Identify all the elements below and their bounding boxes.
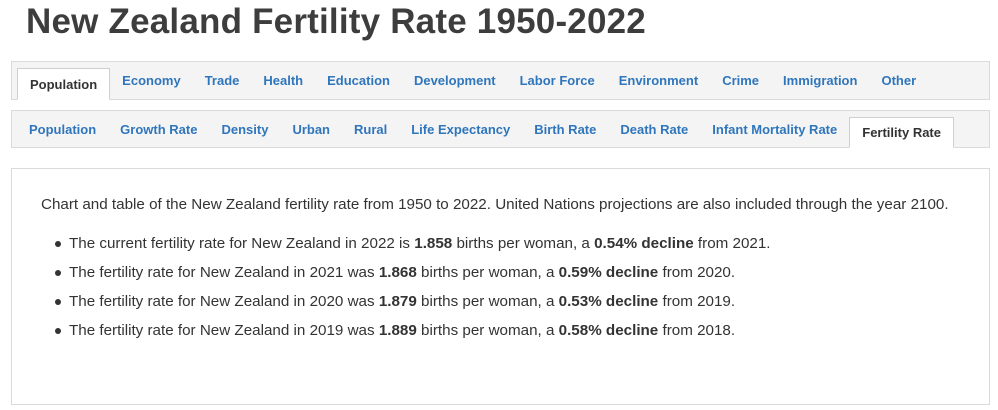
primary-tab-bar: Population Economy Trade Health Educatio… — [11, 61, 990, 100]
tab-other[interactable]: Other — [881, 73, 917, 88]
subtab-rural[interactable]: Rural — [354, 121, 388, 137]
subtab-urban[interactable]: Urban — [292, 121, 330, 137]
subtab-population[interactable]: Population — [29, 121, 97, 137]
change-value: 0.53% decline — [558, 293, 659, 310]
list-item: The fertility rate for New Zealand in 20… — [55, 316, 959, 345]
tab-crime[interactable]: Crime — [722, 73, 760, 88]
tab-health[interactable]: Health — [263, 73, 304, 88]
change-value: 0.54% decline — [594, 235, 694, 252]
list-item: The current fertility rate for New Zeala… — [55, 229, 959, 258]
subtab-life-expectancy[interactable]: Life Expectancy — [411, 121, 511, 137]
rate-value: 1.889 — [378, 322, 417, 339]
facts-list: The current fertility rate for New Zeala… — [41, 229, 959, 345]
tab-environment[interactable]: Environment — [618, 73, 699, 88]
rate-value: 1.868 — [378, 264, 417, 281]
content-panel: Chart and table of the New Zealand ferti… — [11, 168, 990, 405]
subtab-death-rate[interactable]: Death Rate — [620, 121, 689, 137]
subtab-density[interactable]: Density — [221, 121, 269, 137]
secondary-tab-bar: Population Growth Rate Density Urban Rur… — [11, 110, 990, 148]
list-item: The fertility rate for New Zealand in 20… — [55, 258, 959, 287]
list-item: The fertility rate for New Zealand in 20… — [55, 287, 959, 316]
change-value: 0.58% decline — [558, 322, 659, 339]
change-value: 0.59% decline — [558, 264, 659, 281]
tab-immigration[interactable]: Immigration — [783, 73, 858, 88]
rate-value: 1.858 — [414, 235, 453, 252]
subtab-birth-rate[interactable]: Birth Rate — [534, 121, 597, 137]
tab-education[interactable]: Education — [327, 73, 390, 88]
subtab-infant-mortality-rate[interactable]: Infant Mortality Rate — [712, 121, 838, 137]
page-title: New Zealand Fertility Rate 1950-2022 — [26, 2, 646, 41]
tab-economy[interactable]: Economy — [122, 73, 181, 88]
tab-population[interactable]: Population — [17, 68, 111, 100]
tab-labor-force[interactable]: Labor Force — [519, 73, 595, 88]
tab-trade[interactable]: Trade — [204, 73, 240, 88]
rate-value: 1.879 — [378, 293, 417, 310]
subtab-growth-rate[interactable]: Growth Rate — [120, 121, 198, 137]
intro-text: Chart and table of the New Zealand ferti… — [41, 196, 949, 213]
tab-development[interactable]: Development — [413, 73, 496, 88]
subtab-fertility-rate[interactable]: Fertility Rate — [849, 117, 954, 148]
